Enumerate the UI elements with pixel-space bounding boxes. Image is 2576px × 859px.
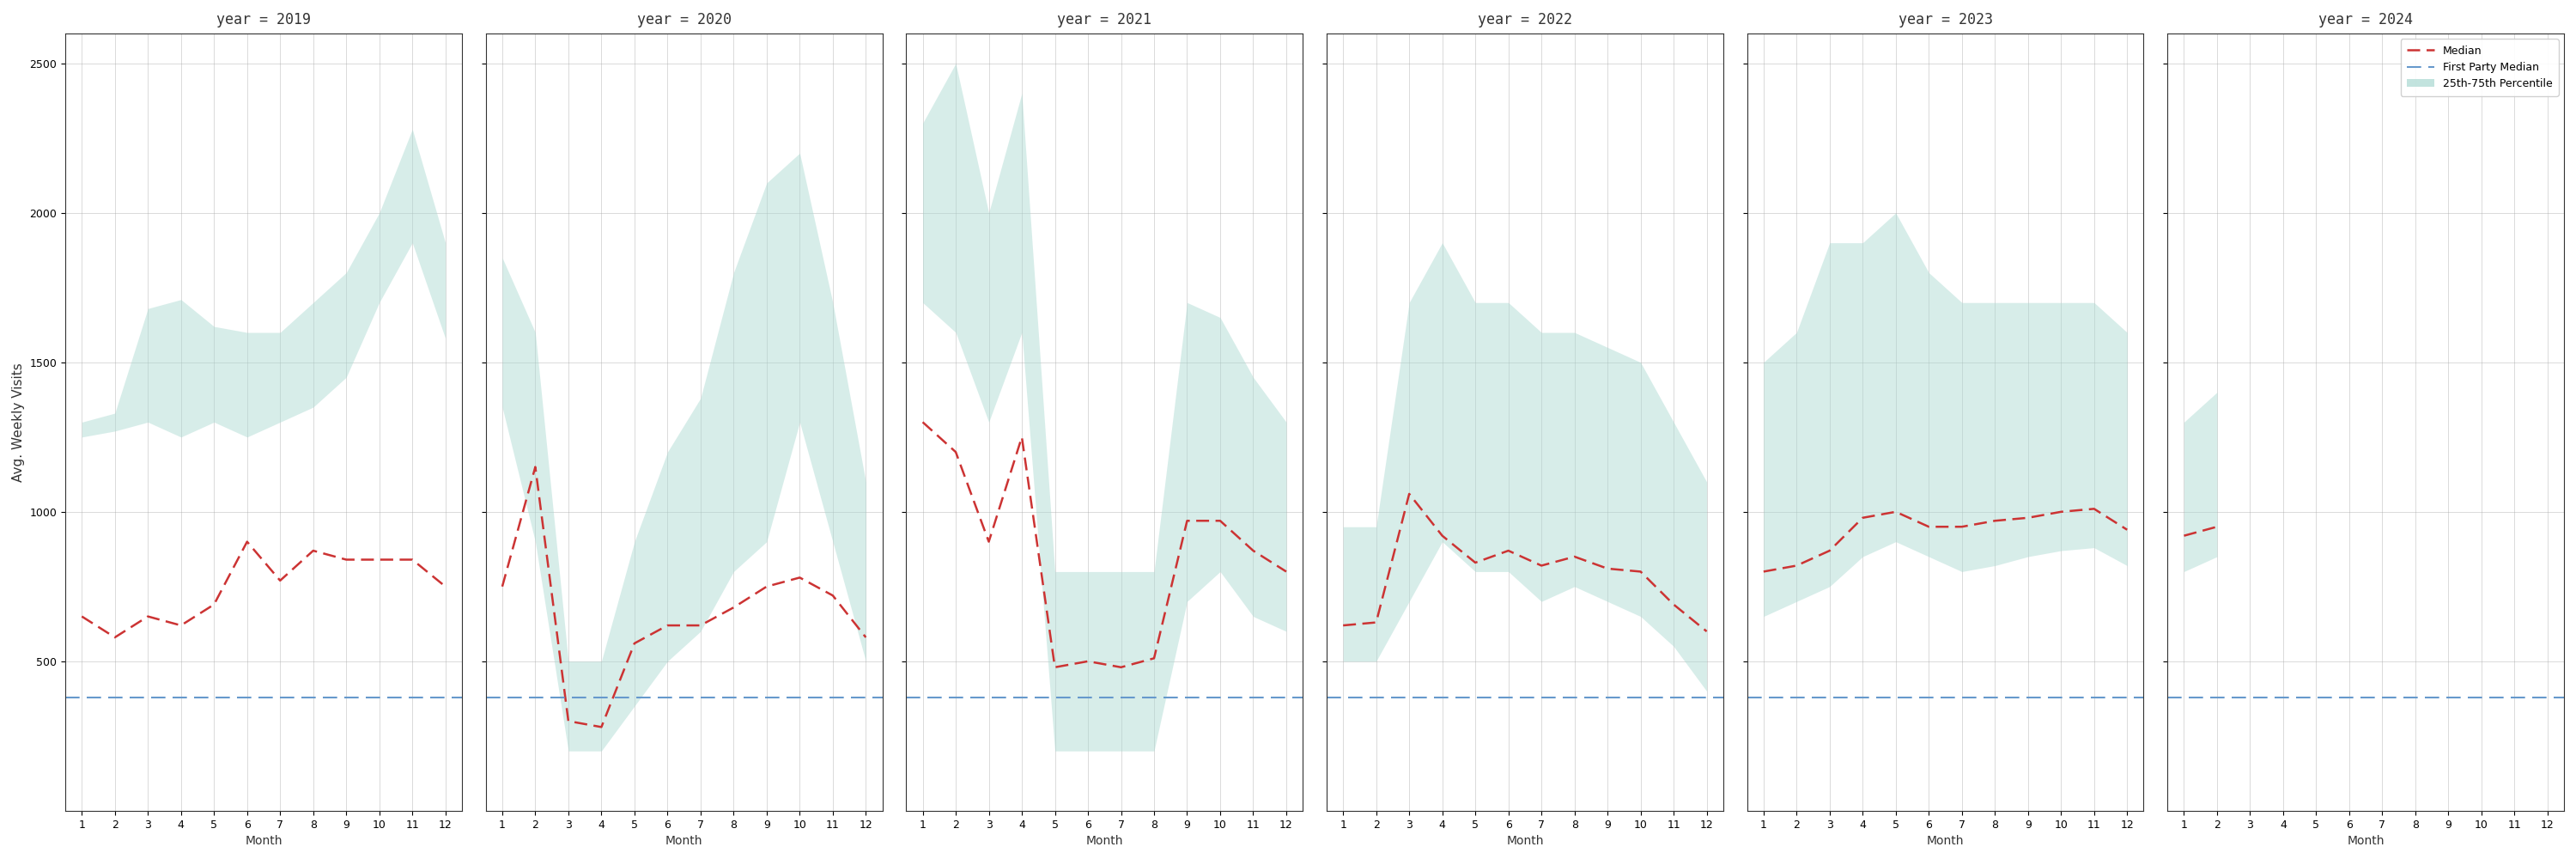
Title: year = 2019: year = 2019	[216, 12, 312, 27]
Title: year = 2022: year = 2022	[1479, 12, 1571, 27]
Y-axis label: Avg. Weekly Visits: Avg. Weekly Visits	[13, 362, 26, 482]
X-axis label: Month: Month	[665, 835, 703, 847]
Title: year = 2021: year = 2021	[1056, 12, 1151, 27]
Title: year = 2023: year = 2023	[1899, 12, 1994, 27]
Title: year = 2024: year = 2024	[2318, 12, 2414, 27]
X-axis label: Month: Month	[1927, 835, 1963, 847]
X-axis label: Month: Month	[1507, 835, 1543, 847]
Legend: Median, First Party Median, 25th-75th Percentile: Median, First Party Median, 25th-75th Pe…	[2401, 39, 2558, 96]
X-axis label: Month: Month	[245, 835, 283, 847]
X-axis label: Month: Month	[2347, 835, 2385, 847]
X-axis label: Month: Month	[1087, 835, 1123, 847]
Title: year = 2020: year = 2020	[636, 12, 732, 27]
